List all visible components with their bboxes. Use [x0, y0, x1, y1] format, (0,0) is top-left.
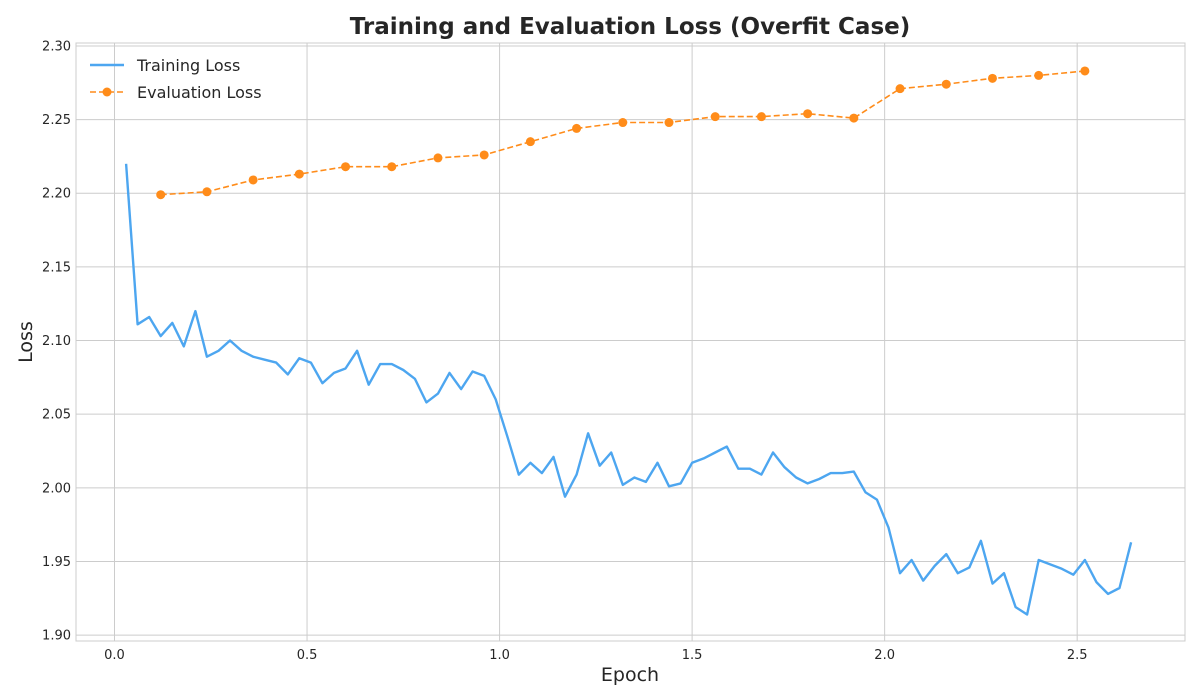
- evaluation-loss-point: [294, 169, 304, 179]
- evaluation-loss-point: [1034, 70, 1044, 80]
- y-tick-label: 2.05: [42, 408, 71, 423]
- x-tick-label: 2.0: [874, 648, 895, 663]
- evaluation-loss-point: [433, 153, 443, 163]
- y-tick-label: 2.25: [42, 113, 71, 128]
- y-tick-label: 1.95: [42, 555, 71, 570]
- evaluation-loss-point: [803, 109, 813, 119]
- y-tick-label: 2.20: [42, 187, 71, 202]
- legend-label-evaluation-loss: Evaluation Loss: [137, 83, 262, 102]
- evaluation-loss-point: [987, 73, 997, 83]
- evaluation-loss-point: [387, 162, 397, 172]
- evaluation-loss-point: [156, 190, 166, 200]
- evaluation-loss-point: [849, 113, 859, 123]
- plot-series: [124, 66, 1133, 616]
- legend-marker-evaluation-loss: [102, 87, 112, 97]
- x-tick-label: 1.0: [489, 648, 510, 663]
- y-tick-label: 2.15: [42, 260, 71, 275]
- evaluation-loss-point: [1080, 66, 1090, 76]
- legend-label-training-loss: Training Loss: [136, 56, 240, 75]
- plot-frame: [75, 42, 1186, 642]
- y-tick-label: 2.30: [42, 39, 71, 54]
- evaluation-loss-point: [248, 175, 258, 185]
- y-tick-label: 1.90: [42, 629, 71, 644]
- evaluation-loss-point: [341, 162, 351, 172]
- evaluation-loss-point: [202, 187, 212, 197]
- x-tick-label: 0.0: [104, 648, 125, 663]
- evaluation-loss-point: [572, 123, 582, 133]
- grid-lines: [76, 43, 1185, 641]
- tick-labels: 0.0 0.5 1.0 1.5 2.0 2.5 1.90 1.95 2.00 2.05 2.10 2.…: [42, 39, 1087, 663]
- evaluation-loss-point: [664, 118, 674, 128]
- x-tick-label: 2.5: [1067, 648, 1088, 663]
- chart-title: Training and Evaluation Loss (Overfit Ca…: [350, 14, 911, 40]
- x-tick-label: 1.5: [682, 648, 703, 663]
- evaluation-loss-point: [941, 79, 951, 89]
- evaluation-loss-point: [525, 137, 535, 147]
- training-loss-line: [124, 163, 1133, 616]
- y-tick-label: 2.00: [42, 481, 71, 496]
- legend: Training Loss Evaluation Loss: [90, 56, 262, 102]
- evaluation-loss-point: [710, 112, 720, 122]
- y-tick-label: 2.10: [42, 334, 71, 349]
- x-tick-label: 0.5: [297, 648, 318, 663]
- y-axis-label: Loss: [15, 321, 37, 363]
- evaluation-loss-point: [618, 118, 628, 128]
- evaluation-loss-point: [756, 112, 766, 122]
- x-axis-label: Epoch: [601, 664, 659, 686]
- evaluation-loss-point: [479, 150, 489, 160]
- evaluation-loss-point: [895, 84, 905, 94]
